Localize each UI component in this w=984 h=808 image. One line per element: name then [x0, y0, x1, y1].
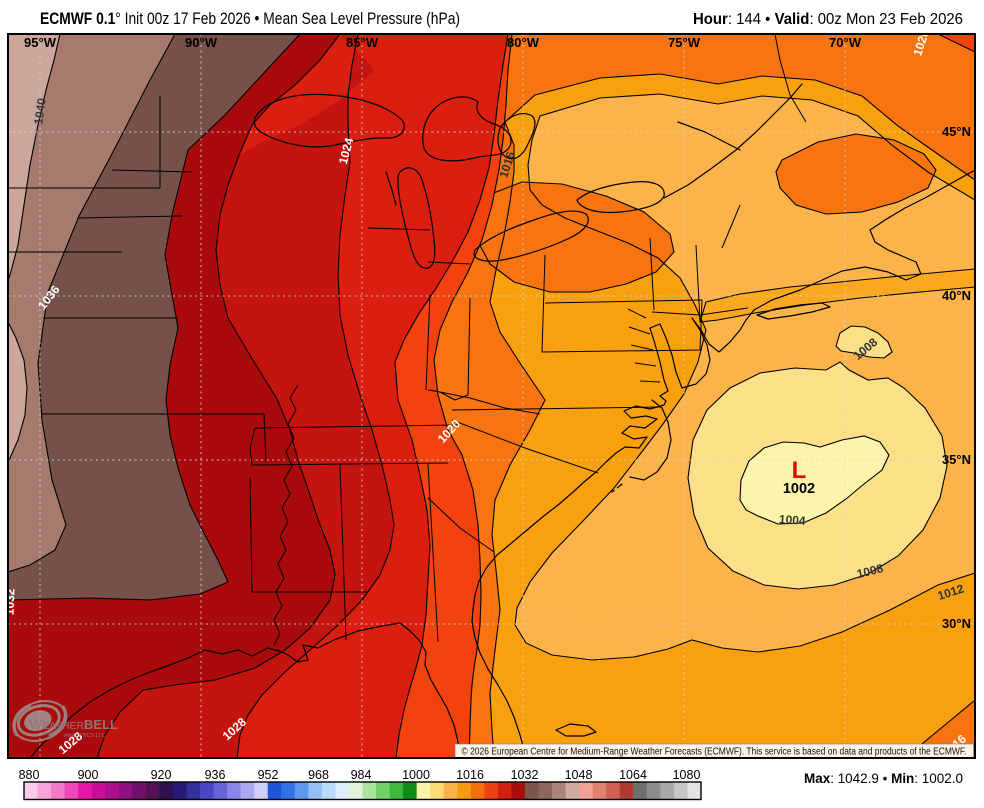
svg-text:1080: 1080: [673, 768, 701, 782]
svg-text:40°N: 40°N: [942, 288, 971, 303]
svg-text:© 2026 European Centre for Med: © 2026 European Centre for Medium-Range …: [462, 747, 967, 758]
svg-text:45°N: 45°N: [942, 124, 971, 139]
svg-text:1024: 1024: [336, 136, 357, 166]
svg-text:1000: 1000: [402, 768, 430, 782]
svg-text:968: 968: [308, 768, 329, 782]
svg-text:1032: 1032: [3, 588, 18, 615]
svg-text:80°W: 80°W: [507, 35, 540, 50]
svg-text:936: 936: [205, 768, 226, 782]
svg-text:Hour: 144 • Valid: 00z Mon 23: Hour: 144 • Valid: 00z Mon 23 Feb 2026: [693, 11, 963, 28]
svg-text:30°N: 30°N: [942, 616, 971, 631]
svg-text:L: L: [792, 457, 807, 484]
svg-text:880: 880: [19, 768, 40, 782]
svg-text:ANALYTICS LLC: ANALYTICS LLC: [64, 733, 106, 739]
svg-text:952: 952: [258, 768, 279, 782]
svg-text:920: 920: [151, 768, 172, 782]
svg-text:35°N: 35°N: [942, 452, 971, 467]
svg-text:ECMWF 0.1° Init 00z 17 Feb 202: ECMWF 0.1° Init 00z 17 Feb 2026 • Mean S…: [40, 10, 460, 28]
svg-text:1064: 1064: [619, 768, 647, 782]
svg-text:85°W: 85°W: [346, 35, 379, 50]
svg-text:75°W: 75°W: [668, 35, 701, 50]
svg-text:984: 984: [351, 768, 372, 782]
svg-text:1008: 1008: [855, 561, 885, 581]
svg-text:WEATHERBELL: WEATHERBELL: [29, 716, 118, 732]
svg-text:1002: 1002: [783, 481, 815, 497]
svg-text:900: 900: [78, 768, 99, 782]
svg-text:1016: 1016: [456, 768, 484, 782]
svg-text:1040: 1040: [31, 97, 49, 126]
svg-text:90°W: 90°W: [185, 35, 218, 50]
svg-text:Max: 1042.9 • Min: 1002.0: Max: 1042.9 • Min: 1002.0: [804, 770, 963, 786]
svg-text:1048: 1048: [565, 768, 593, 782]
svg-text:1032: 1032: [511, 768, 539, 782]
svg-text:95°W: 95°W: [24, 35, 57, 50]
svg-text:1004: 1004: [778, 512, 806, 528]
svg-text:70°W: 70°W: [829, 35, 862, 50]
